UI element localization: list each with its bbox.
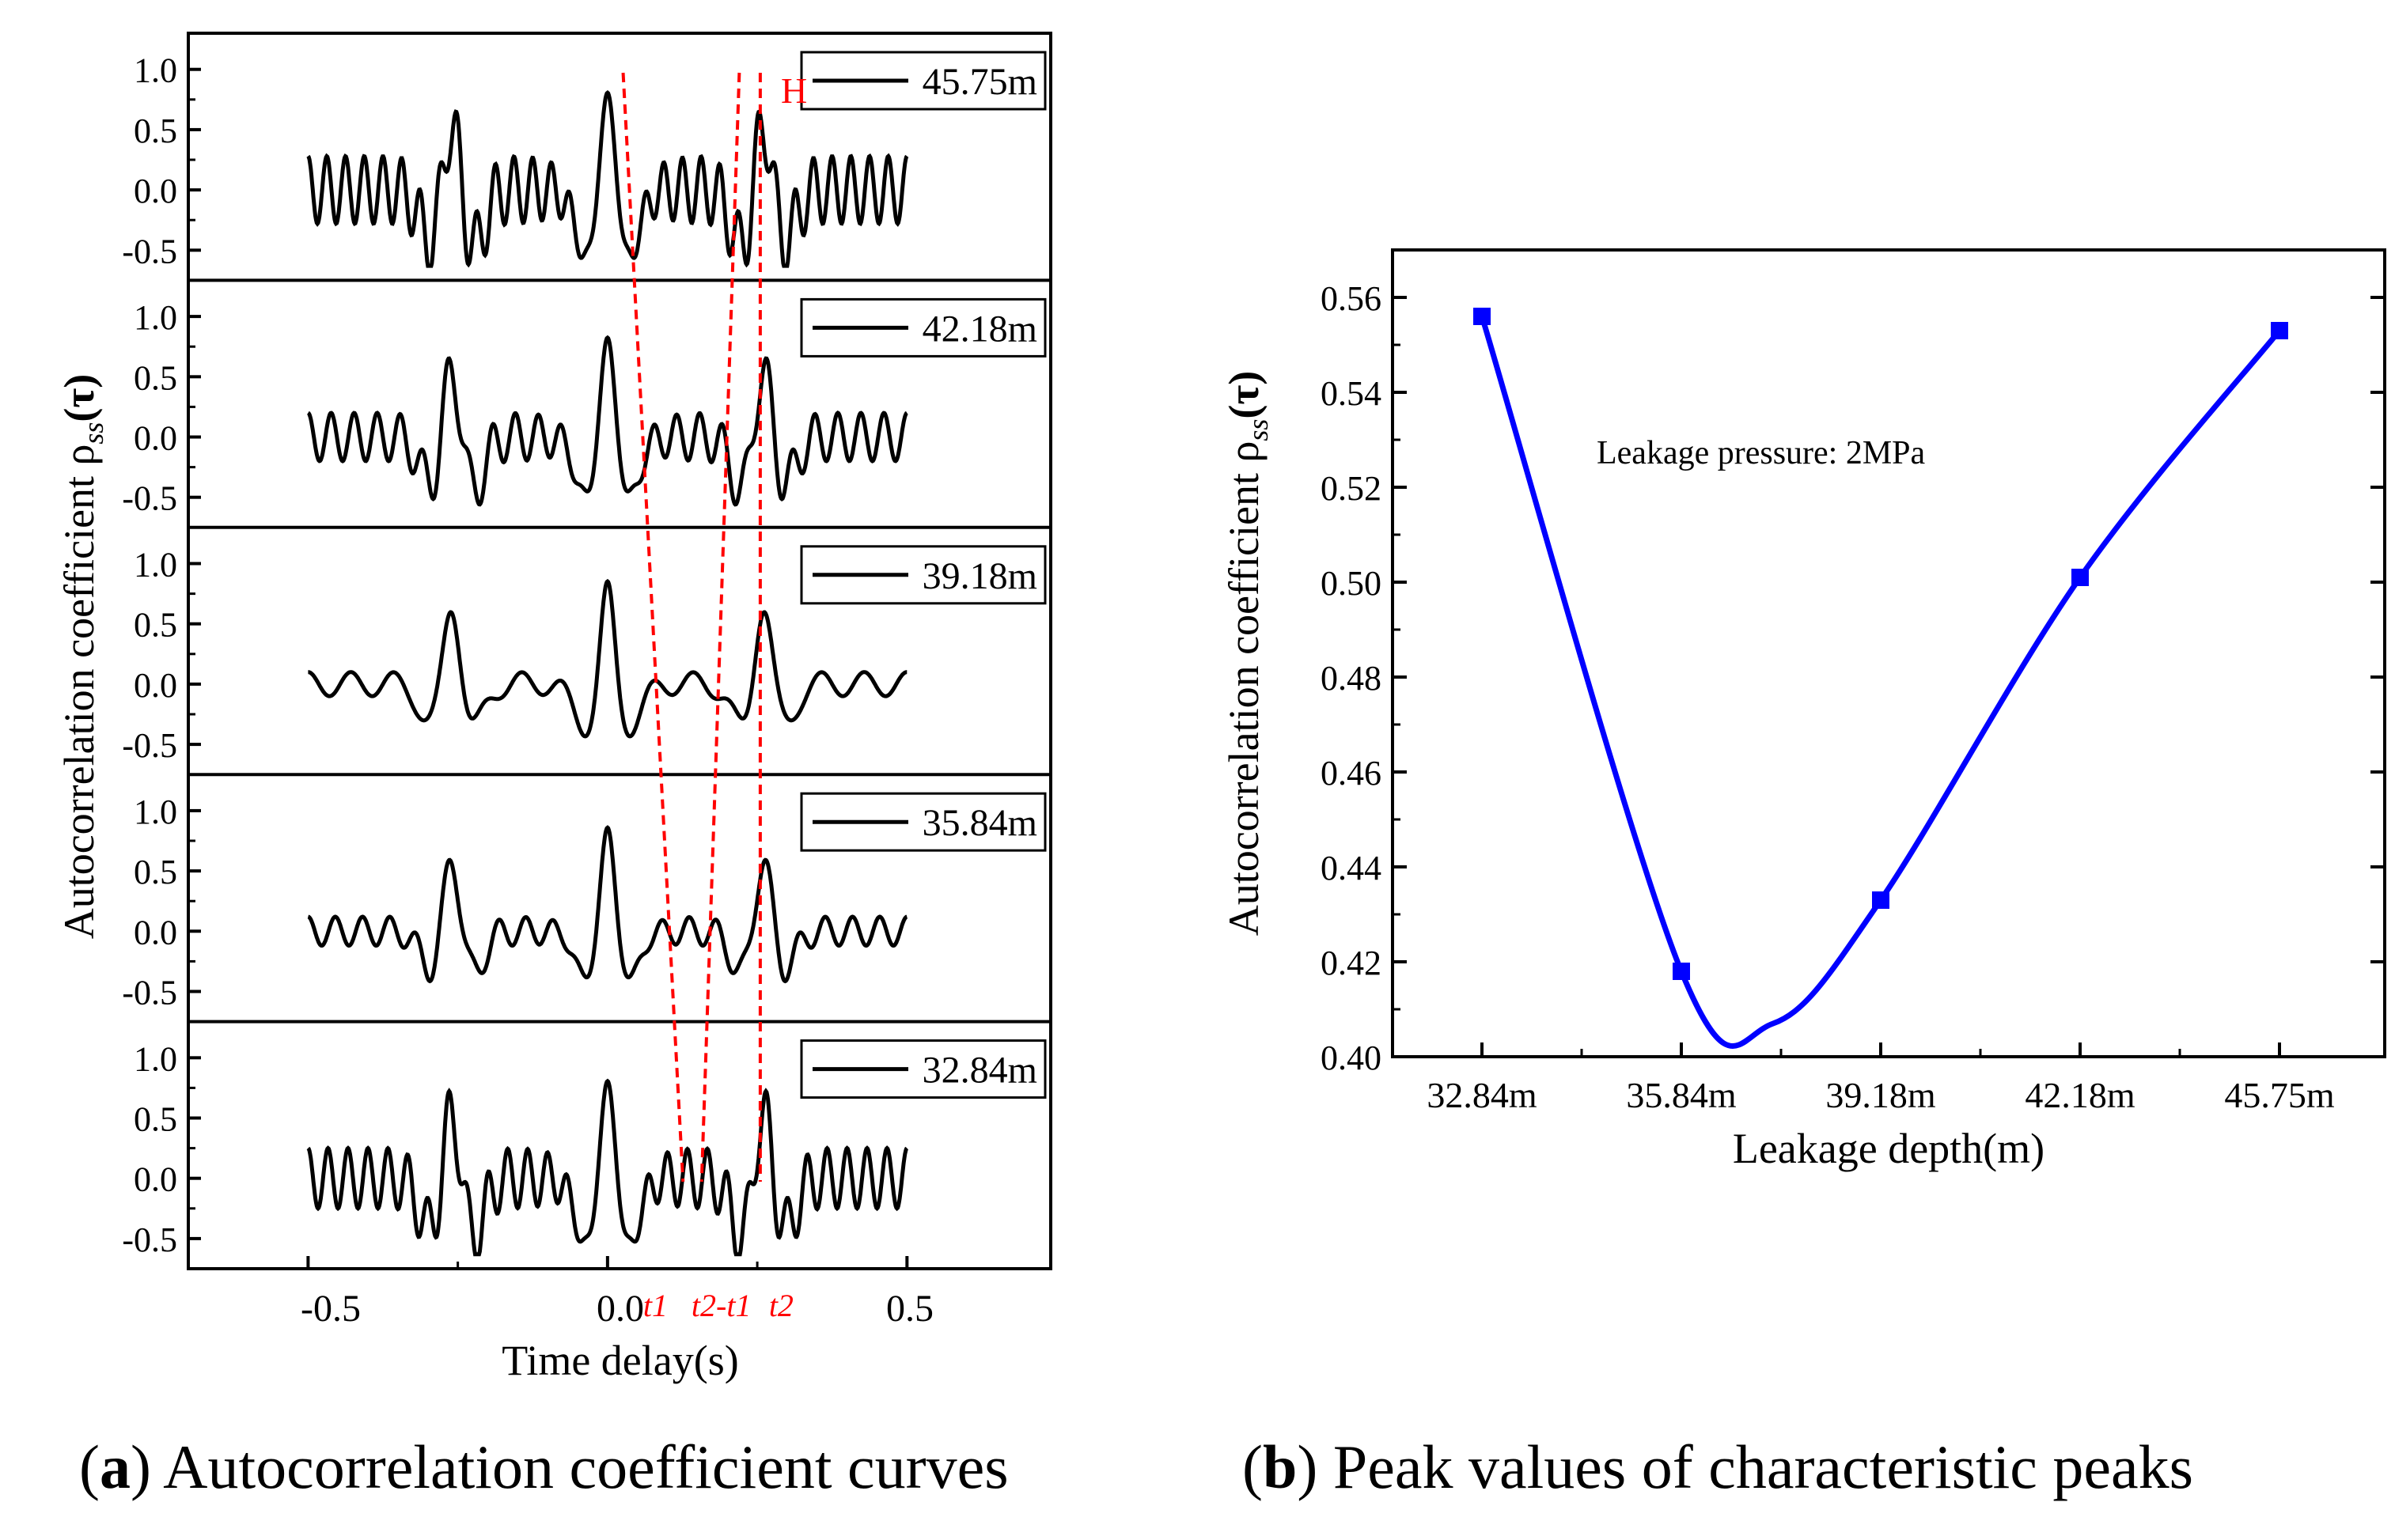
ytick-label: 0.5 [134, 112, 177, 150]
ytick-label: 0.5 [134, 606, 177, 645]
data-point-35.84m [1673, 963, 1690, 980]
panel-b-plot-frame [1391, 248, 2386, 1058]
legend-box [800, 297, 1047, 358]
marker-line [699, 72, 741, 1182]
xtick-label: 39.18m [1825, 1075, 1936, 1115]
series-line-45.75m [306, 90, 909, 268]
panel-a-caption-text: Autocorrelation coefficient curves [163, 1432, 1009, 1501]
panel-b-x-axis-label: Leakage depth(m) [1733, 1125, 2044, 1172]
ytick-label: -0.5 [122, 479, 177, 518]
panel-a-caption: (a) Autocorrelation coefficient curves [79, 1432, 1009, 1501]
ytick-label: 1.0 [134, 298, 177, 337]
legend-label: 39.18m [923, 555, 1037, 597]
marker-label: t1 [643, 1288, 668, 1323]
panel-a-label: a [99, 1432, 131, 1501]
xtick-label: 45.75m [2224, 1075, 2335, 1115]
ytick-label: 0.56 [1321, 279, 1381, 318]
panel-a-x-axis-label: Time delay(s) [502, 1337, 738, 1384]
panel-b-annotation: Leakage pressure: 2MPa [1597, 435, 1926, 471]
top-annotation: H [781, 70, 807, 111]
ytick-label: 0.40 [1321, 1039, 1381, 1077]
legend-label: 35.84m [923, 802, 1037, 844]
ytick-label: 0.0 [134, 1160, 177, 1199]
ytick-label: 0.0 [134, 913, 177, 952]
marker-line [621, 72, 685, 1182]
xtick-label: 42.18m [2025, 1075, 2135, 1115]
panel-b-ylabel-tail: (τ) [1220, 371, 1268, 419]
panel-a-ylabel-main: Autocorrelation coefficient ρ [55, 445, 103, 940]
data-point-42.18m [2071, 569, 2089, 586]
ytick-label: 1.0 [134, 793, 177, 831]
series-line-42.18m [307, 335, 908, 507]
ytick-label: -0.5 [122, 974, 177, 1012]
data-point-45.75m [2271, 322, 2288, 339]
panel-a-plot-frame [187, 32, 1052, 1270]
data-point-39.18m [1872, 891, 1889, 909]
ytick-label: 0.46 [1321, 754, 1381, 793]
ytick-label: 1.0 [134, 546, 177, 585]
series-line-39.18m [308, 578, 908, 739]
marker-label: t2-t1 [692, 1288, 752, 1323]
subplot-35.84m: 1.0 0.5 0.0 -0.5 35.84m [122, 773, 1051, 1012]
data-point-32.84m [1473, 308, 1491, 325]
subplot-45.75m: 1.0 0.5 0.0 -0.5 45.75m [122, 51, 1047, 271]
panel-b-y-axis-label: Autocorrelation coefficient ρss(τ) [1220, 371, 1274, 936]
panel-a-ylabel-sub: ss [78, 422, 109, 445]
ytick-label: 1.0 [134, 51, 177, 90]
xtick-label: 35.84m [1626, 1075, 1737, 1115]
ytick-label: -0.5 [122, 232, 177, 271]
ytick-label: 0.44 [1321, 849, 1381, 887]
ytick-label: -0.5 [122, 1220, 177, 1259]
panel-a-y-axis-label: Autocorrelation coefficient ρss(τ) [55, 374, 109, 940]
panel-b-ylabel-main: Autocorrelation coefficient ρ [1220, 441, 1268, 936]
legend-label: 45.75m [923, 61, 1037, 103]
panel-b-caption-text: Peak values of characteristic peaks [1332, 1432, 2194, 1501]
panel-a-ylabel-tail: (τ) [55, 374, 103, 422]
ytick-label: 0.5 [134, 358, 177, 397]
ytick-label: 0.0 [134, 666, 177, 705]
panel-a-xtick-label: 0.0 [597, 1288, 644, 1330]
panel-a-xtick-label: 0.5 [886, 1288, 934, 1330]
panel-b-label: b [1262, 1432, 1298, 1501]
ytick-label: 0.5 [134, 1100, 177, 1139]
ytick-label: 0.54 [1321, 374, 1381, 413]
ytick-label: 0.0 [134, 419, 177, 458]
ytick-label: 1.0 [134, 1039, 177, 1078]
panel-b-caption: (b) Peak values of characteristic peaks [1242, 1432, 2194, 1501]
marker-label: t2 [769, 1288, 794, 1323]
panel-a-autocorrelation-curves: 1.00.50.0-0.545.75m1.00.50.0-0.542.18m1.… [55, 32, 1052, 1384]
series-line-32.84m [306, 1078, 909, 1257]
ytick-label: 0.50 [1321, 564, 1381, 603]
legend-label: 32.84m [923, 1050, 1037, 1092]
panel-b-peak-values: 0.40 0.42 0.44 0.46 0.48 0.50 0.52 0.54 0.56 32.… [1220, 248, 2386, 1172]
xtick-label: 32.84m [1427, 1075, 1537, 1115]
subplot-39.18m: 1.0 0.5 0.0 -0.5 39.18m [122, 525, 1051, 765]
subplot-42.18m: 1.0 0.5 0.0 -0.5 42.18m [122, 278, 1051, 518]
series-line [1479, 315, 2282, 1049]
ytick-label: 0.48 [1321, 659, 1381, 698]
ytick-label: 0.0 [134, 172, 177, 210]
ytick-label: 0.42 [1321, 944, 1381, 982]
ytick-label: 0.5 [134, 853, 177, 891]
ytick-label: 0.52 [1321, 469, 1381, 508]
subplot-32.84m: 1.0 0.5 0.0 -0.5 32.84m [122, 1020, 1051, 1259]
ytick-label: -0.5 [122, 726, 177, 765]
panel-b-ylabel-sub: ss [1242, 419, 1274, 441]
panel-a-xtick-label: -0.5 [301, 1288, 361, 1330]
legend-label: 42.18m [923, 308, 1037, 350]
series-line-35.84m [307, 825, 908, 984]
